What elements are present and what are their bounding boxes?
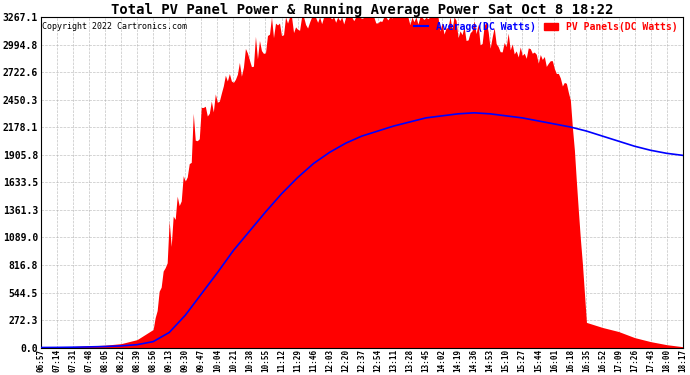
Text: Copyright 2022 Cartronics.com: Copyright 2022 Cartronics.com [42, 22, 187, 31]
Title: Total PV Panel Power & Running Average Power Sat Oct 8 18:22: Total PV Panel Power & Running Average P… [110, 3, 613, 17]
Legend: Average(DC Watts), PV Panels(DC Watts): Average(DC Watts), PV Panels(DC Watts) [410, 18, 682, 36]
